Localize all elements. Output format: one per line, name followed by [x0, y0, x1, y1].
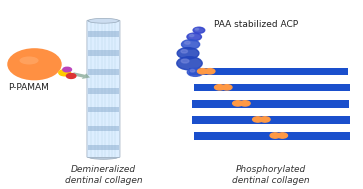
- Circle shape: [233, 101, 243, 106]
- Circle shape: [190, 70, 195, 72]
- Circle shape: [185, 41, 190, 44]
- Text: Demineralized
dentinal collagen: Demineralized dentinal collagen: [65, 165, 142, 184]
- Circle shape: [181, 59, 189, 63]
- Ellipse shape: [7, 48, 62, 80]
- Bar: [192, 100, 349, 108]
- Circle shape: [253, 117, 263, 122]
- Circle shape: [66, 74, 76, 78]
- Circle shape: [277, 133, 287, 138]
- Circle shape: [260, 117, 270, 122]
- Ellipse shape: [88, 154, 119, 159]
- Bar: [88, 88, 119, 94]
- FancyBboxPatch shape: [87, 20, 120, 157]
- Circle shape: [187, 68, 203, 76]
- Bar: [88, 31, 119, 37]
- Circle shape: [177, 57, 202, 70]
- Circle shape: [215, 85, 225, 90]
- Bar: [88, 145, 119, 150]
- Circle shape: [63, 67, 72, 72]
- Ellipse shape: [88, 18, 119, 23]
- Circle shape: [205, 69, 215, 74]
- Circle shape: [240, 101, 250, 106]
- Circle shape: [181, 50, 188, 53]
- Circle shape: [177, 48, 199, 59]
- Circle shape: [195, 28, 199, 30]
- Circle shape: [193, 27, 205, 33]
- Bar: [192, 116, 350, 124]
- Bar: [194, 84, 350, 91]
- Circle shape: [189, 34, 194, 37]
- Bar: [194, 132, 350, 140]
- Circle shape: [182, 40, 200, 49]
- Circle shape: [197, 69, 208, 74]
- Circle shape: [59, 70, 70, 76]
- Bar: [189, 68, 348, 75]
- Text: Phosphorylated
dentinal collagen: Phosphorylated dentinal collagen: [232, 165, 309, 184]
- Circle shape: [222, 85, 232, 90]
- Text: PAA stabilized ACP: PAA stabilized ACP: [214, 20, 298, 29]
- Text: P-PAMAM: P-PAMAM: [8, 83, 49, 92]
- Circle shape: [270, 133, 280, 138]
- Bar: [88, 126, 119, 131]
- Ellipse shape: [20, 57, 38, 64]
- Bar: [88, 50, 119, 56]
- FancyArrow shape: [72, 72, 90, 79]
- Bar: [88, 107, 119, 112]
- Circle shape: [187, 33, 201, 41]
- Bar: [88, 69, 119, 75]
